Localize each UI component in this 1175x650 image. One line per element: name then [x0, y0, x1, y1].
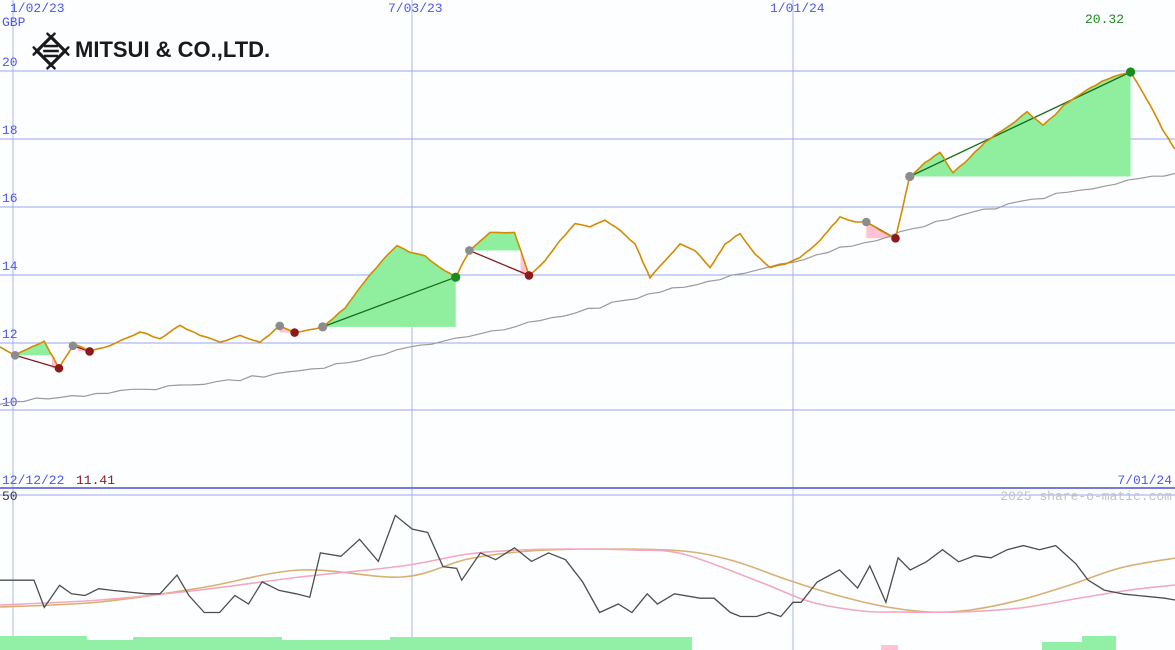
svg-text:1/02/23: 1/02/23 [10, 1, 65, 16]
svg-text:GBP: GBP [2, 15, 26, 30]
svg-text:50: 50 [2, 489, 18, 504]
svg-text:1/01/24: 1/01/24 [770, 1, 825, 16]
svg-text:14: 14 [2, 259, 18, 274]
svg-text:11.41: 11.41 [76, 473, 115, 488]
svg-text:7/03/23: 7/03/23 [388, 1, 443, 16]
svg-text:12/12/22: 12/12/22 [2, 473, 64, 488]
svg-text:20.32: 20.32 [1085, 12, 1124, 27]
svg-text:2025 share-o-matic.com: 2025 share-o-matic.com [1000, 489, 1172, 504]
svg-text:MITSUI & CO.,LTD.: MITSUI & CO.,LTD. [75, 37, 270, 62]
svg-text:12: 12 [2, 327, 18, 342]
svg-text:7/01/24: 7/01/24 [1117, 473, 1172, 488]
svg-text:16: 16 [2, 191, 18, 206]
svg-text:20: 20 [2, 55, 18, 70]
svg-text:18: 18 [2, 123, 18, 138]
